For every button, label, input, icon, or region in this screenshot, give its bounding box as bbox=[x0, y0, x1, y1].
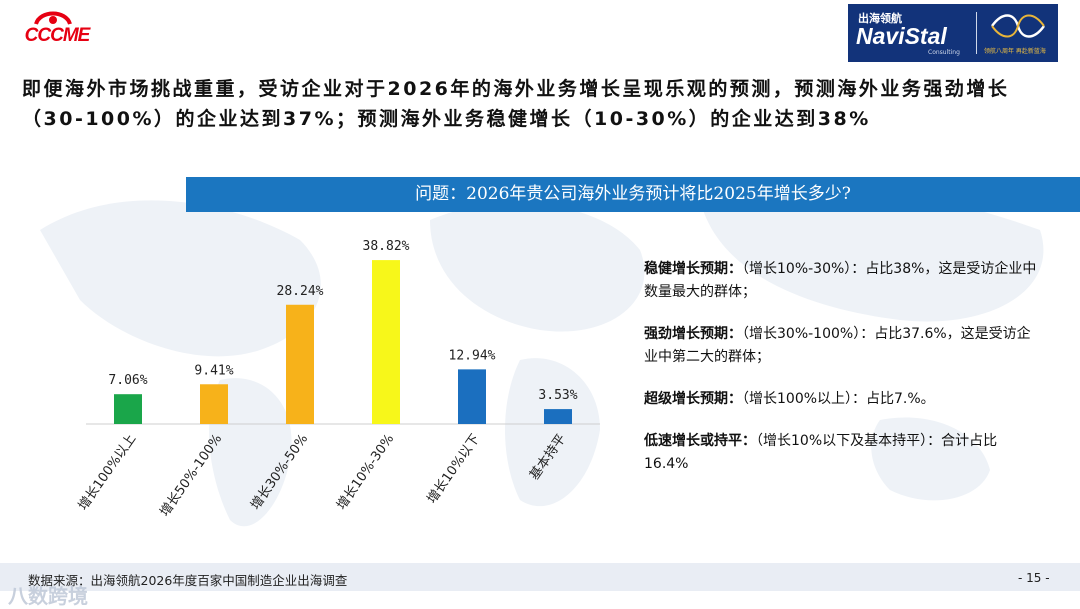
category-label: 增长30%-50% bbox=[248, 432, 311, 513]
page-headline: 即便海外市场挑战重重，受访企业对于2026年的海外业务增长呈现乐观的预测，预测海… bbox=[22, 78, 1010, 130]
note-steady: 稳健增长预期：（增长10%-30%）：占比38%，这是受访企业中数量最大的群体； bbox=[644, 258, 1044, 304]
watermark: 八数跨境 bbox=[8, 584, 88, 608]
question-banner: 问题：2026年贵公司海外业务预计将比2025年增长多少? bbox=[186, 177, 1080, 212]
bar-6 bbox=[544, 409, 572, 424]
bar-3 bbox=[286, 304, 314, 424]
bar-value-label: 38.82% bbox=[363, 239, 410, 254]
note-text: （增长100%以上）：占比7.%。 bbox=[742, 391, 935, 407]
note-label: 低速增长或持平： bbox=[644, 433, 756, 449]
category-label: 增长50%-100% bbox=[157, 432, 225, 520]
bar-value-label: 9.41% bbox=[194, 363, 233, 378]
bar-value-label: 12.94% bbox=[449, 348, 496, 363]
bar-value-label: 3.53% bbox=[538, 388, 577, 403]
insight-notes: 稳健增长预期：（增长10%-30%）：占比38%，这是受访企业中数量最大的群体；… bbox=[644, 258, 1044, 495]
category-label: 增长10%以下 bbox=[425, 432, 484, 507]
navistal-logo-en: NaviStal bbox=[856, 23, 947, 49]
data-source: 数据来源：出海领航2026年度百家中国制造企业出海调查 bbox=[28, 573, 348, 588]
navistal-tagline: 领航八周年 再赴新蓝海 bbox=[984, 48, 1046, 55]
note-text: （增长10%以下及基本持平）：合计占比 16.4% bbox=[644, 433, 998, 472]
logo-divider bbox=[976, 12, 977, 54]
bar-value-label: 28.24% bbox=[277, 284, 324, 299]
category-label: 增长10%-30% bbox=[334, 432, 397, 513]
category-label: 增长100%以上 bbox=[76, 432, 139, 514]
cccme-logo: CCCME bbox=[14, 6, 100, 56]
navistal-logo-sub: Consulting bbox=[928, 49, 960, 56]
cccme-emblem-icon bbox=[34, 11, 72, 25]
cccme-logo-text: CCCME bbox=[24, 25, 91, 46]
navistal-logo-cn: 出海领航 bbox=[858, 12, 902, 25]
bar-2 bbox=[200, 384, 228, 424]
navistal-logo: 出海领航 NaviStal Consulting 领航八周年 再赴新蓝海 bbox=[848, 4, 1058, 62]
question-text: 问题：2026年贵公司海外业务预计将比2025年增长多少? bbox=[415, 184, 851, 204]
bar-5 bbox=[458, 369, 486, 424]
note-label: 超级增长预期： bbox=[644, 391, 742, 407]
note-text: （增长30%-100%）：占比37.6%，这是受访企业中第二大的群体； bbox=[644, 326, 1031, 365]
note-low: 低速增长或持平：（增长10%以下及基本持平）：合计占比 16.4% bbox=[644, 430, 1044, 476]
footer-bar bbox=[0, 563, 1080, 591]
category-label: 基本持平 bbox=[527, 432, 569, 483]
bar-1 bbox=[114, 394, 142, 424]
bar-value-label: 7.06% bbox=[108, 373, 147, 388]
note-text: （增长10%-30%）：占比38%，这是受访企业中数量最大的群体； bbox=[644, 261, 1037, 300]
note-label: 强劲增长预期： bbox=[644, 326, 742, 342]
note-label: 稳健增长预期： bbox=[644, 261, 742, 277]
note-super: 超级增长预期：（增长100%以上）：占比7.%。 bbox=[644, 388, 1044, 411]
bar-4 bbox=[372, 260, 400, 424]
page-number: - 15 - bbox=[1018, 571, 1050, 585]
wave-emblem-icon bbox=[991, 14, 1045, 38]
note-strong: 强劲增长预期：（增长30%-100%）：占比37.6%，这是受访企业中第二大的群… bbox=[644, 323, 1044, 369]
